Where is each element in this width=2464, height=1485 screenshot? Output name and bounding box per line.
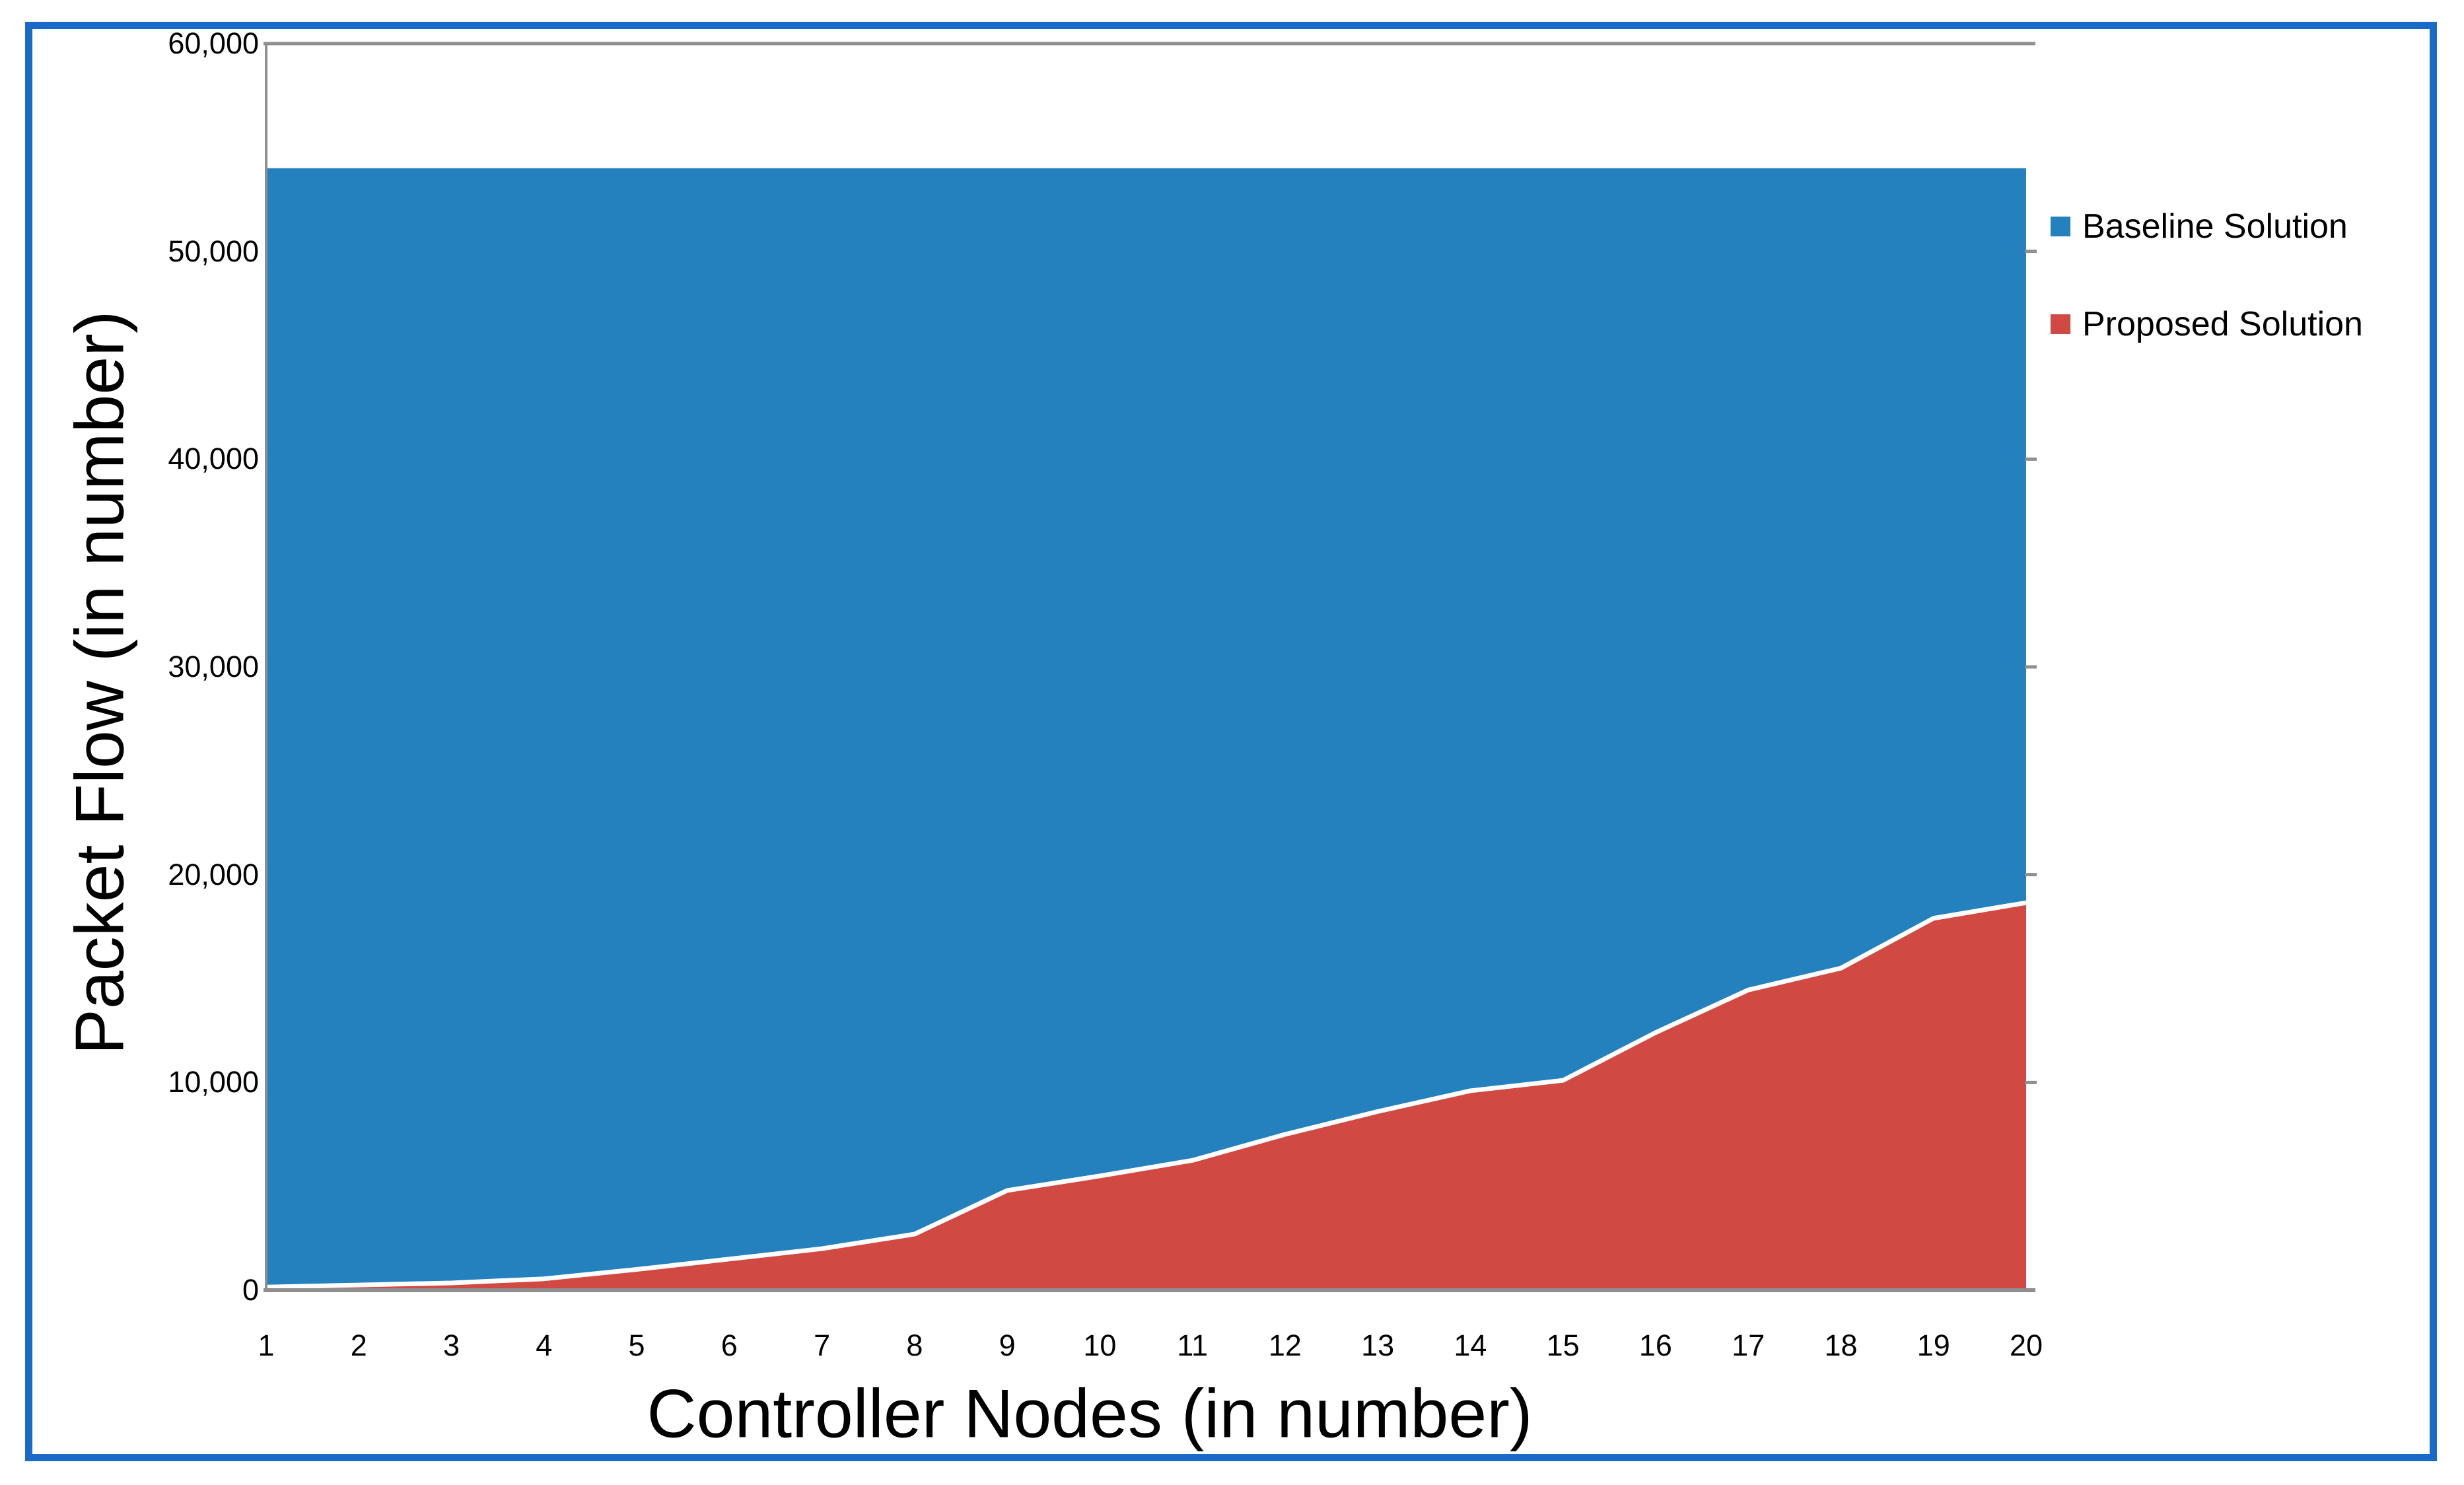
x-tick-label: 20: [2009, 1329, 2043, 1362]
y-tick-label: 20,000: [168, 857, 259, 891]
legend-swatch-icon: [2051, 314, 2070, 334]
x-tick-label: 10: [1083, 1329, 1117, 1362]
x-tick-label: 2: [350, 1329, 367, 1362]
legend-label: Baseline Solution: [2082, 207, 2348, 246]
legend: Baseline Solution Proposed Solution: [2051, 203, 2363, 399]
legend-label: Proposed Solution: [2082, 305, 2363, 343]
y-tick-label: 30,000: [168, 650, 259, 683]
x-tick-label: 3: [443, 1329, 460, 1362]
y-tick-label: 10,000: [168, 1065, 259, 1099]
y-tick-label: 40,000: [168, 442, 259, 476]
x-tick-label: 15: [1546, 1329, 1580, 1362]
x-tick-label: 1: [258, 1329, 275, 1362]
x-tick-label: 17: [1732, 1329, 1765, 1362]
baseline-solution-area: [266, 168, 2026, 1290]
y-tick-label: 0: [242, 1273, 259, 1307]
series-boundary-line: [265, 900, 2027, 1290]
x-tick-label: 19: [1917, 1329, 1950, 1362]
x-axis-title: Controller Nodes (in number): [647, 1375, 1533, 1453]
x-tick-label: 12: [1268, 1329, 1302, 1362]
legend-item: Baseline Solution: [2051, 203, 2363, 250]
x-tick-label: 8: [906, 1329, 923, 1362]
y-axis-title: Packet Flow (in number): [61, 310, 139, 1055]
x-tick-label: 11: [1177, 1329, 1208, 1362]
legend-swatch-icon: [2051, 217, 2070, 236]
x-tick-label: 7: [814, 1329, 831, 1362]
x-tick-label: 16: [1638, 1329, 1672, 1362]
legend-item: Proposed Solution: [2051, 301, 2363, 347]
proposed-solution-area: [266, 903, 2026, 1290]
x-tick-label: 5: [628, 1329, 645, 1362]
x-tick-label: 9: [999, 1329, 1016, 1362]
x-tick-label: 4: [536, 1329, 553, 1362]
x-tick-label: 14: [1454, 1329, 1487, 1362]
y-tick-label: 60,000: [168, 26, 259, 60]
x-tick-label: 13: [1361, 1329, 1395, 1362]
x-tick-label: 6: [721, 1329, 738, 1362]
y-tick-label: 50,000: [168, 234, 259, 268]
x-tick-label: 18: [1824, 1329, 1858, 1362]
